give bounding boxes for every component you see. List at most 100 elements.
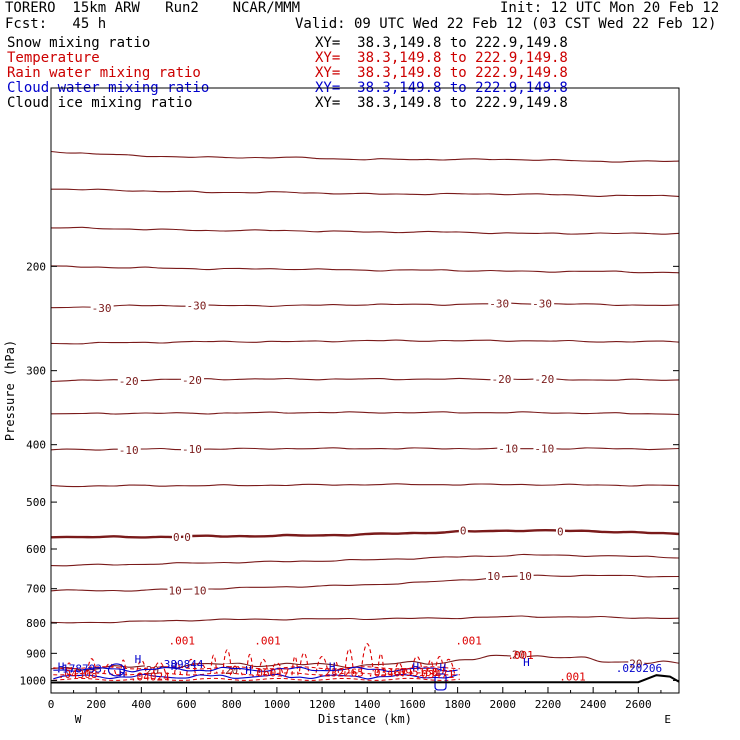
x-tick-label: 2000 (490, 698, 517, 711)
x-tick-label: 800 (222, 698, 242, 711)
y-tick-label: 1000 (20, 674, 47, 687)
isotherm-label: 0 (557, 525, 564, 538)
isotherm-label: 20 (146, 664, 159, 677)
cloud-label: H (58, 660, 65, 673)
isotherm-label-bg (497, 442, 521, 454)
isotherm-label: 20 (225, 664, 238, 677)
rain-contour (360, 643, 374, 672)
valid-time: Valid: 09 UTC Wed 22 Feb 12 (03 CST Wed … (295, 16, 717, 32)
x-tick-label: 1000 (264, 698, 291, 711)
cloud-label: .389844 (157, 658, 204, 671)
isotherm-label: -20 (492, 373, 512, 386)
rain-label: .001 (559, 670, 586, 683)
isotherm-label-bg (517, 569, 534, 581)
rain-contour (344, 648, 355, 676)
isotherm-label: 0 (184, 531, 191, 544)
isotherm-label-bg (90, 301, 114, 313)
cloud-label: H (440, 661, 447, 674)
isotherm-label: -30 (489, 297, 509, 310)
isotherm-label-bg (171, 531, 181, 543)
legend-xy-4: XY= 38.3,149.8 to 222.9,149.8 (315, 95, 568, 111)
isotherm-label: 10 (193, 585, 206, 598)
isotherm-label-bg (488, 297, 512, 309)
x-tick-label: 2600 (625, 698, 652, 711)
rain-contour (222, 649, 233, 674)
isotherm-label-bg (192, 584, 209, 596)
isotherm--25 (50, 339, 680, 345)
isotherm-label-bg (510, 648, 527, 660)
x-tick-label: 600 (177, 698, 197, 711)
init-time: Init: 12 UTC Mon 20 Feb 12 (500, 0, 720, 16)
rain-band (53, 672, 460, 676)
plot-frame (50, 87, 680, 694)
isotherm--5 (50, 483, 680, 488)
isotherm-label-bg (531, 297, 555, 309)
isotherm-15 (50, 615, 680, 624)
isotherm-label: -10 (182, 443, 202, 456)
terrain-surface (50, 674, 680, 684)
y-tick-label: 500 (26, 496, 46, 509)
rain-band (53, 677, 460, 681)
isotherm-label-bg (533, 373, 557, 385)
cloud-label: H (523, 656, 530, 669)
isotherm-label: 20 (512, 648, 525, 661)
isotherm-label: 0 (173, 531, 180, 544)
isotherm-label-bg (181, 443, 205, 455)
x-tick-label: 0 (48, 698, 55, 711)
isotherm-label-bg (490, 373, 514, 385)
isotherm-10 (50, 574, 680, 592)
isotherm-label: -30 (187, 300, 207, 313)
cloud-label: .178793 (56, 663, 102, 676)
cloud-label: H (119, 667, 126, 680)
rain-contour (270, 662, 284, 675)
rain-label: .06017 (250, 667, 290, 680)
y-tick-label: 400 (26, 439, 46, 452)
cloud-label: H (171, 660, 178, 673)
rain-contour (410, 655, 424, 676)
rain-contour (434, 655, 445, 673)
x-end-label-east: E (664, 713, 671, 726)
x-tick-label: 1600 (399, 698, 426, 711)
isotherm-label-bg (533, 442, 557, 454)
cloud-label: H (135, 653, 142, 666)
isotherm-label: -10 (498, 443, 518, 456)
y-tick-label: 200 (26, 260, 46, 273)
rain-contour (246, 653, 254, 672)
y-tick-label: 800 (26, 617, 46, 630)
rain-label: .001 (507, 649, 533, 662)
rain-contour (173, 662, 182, 675)
isotherm--20 (50, 377, 680, 383)
x-tick-label: 1200 (309, 698, 336, 711)
isotherm-label-bg (628, 657, 645, 669)
rain-label: .03471 (415, 668, 455, 681)
y-tick-label: 700 (26, 583, 46, 596)
rain-label: .095158 (392, 666, 438, 679)
x-axis-label: Distance (km) (318, 712, 412, 726)
isotherm-label: -10 (534, 443, 554, 456)
legend-entry-2: Rain water mixing ratio (7, 65, 201, 81)
isotherm-label-bg (485, 569, 502, 581)
isotherm-label: 0 (460, 524, 467, 537)
isotherm-label: 10 (519, 570, 532, 583)
isotherm-label-bg (458, 524, 468, 536)
rain-contour (291, 655, 299, 676)
rain-contour (229, 665, 243, 676)
isotherm-label-bg (117, 443, 141, 455)
legend-entry-0: Snow mixing ratio (7, 35, 151, 51)
legend-entry-4: Cloud ice mixing ratio (7, 95, 193, 111)
x-end-label-west: W (75, 713, 82, 726)
isotherm-label-bg (556, 525, 566, 537)
isotherm--10 (50, 447, 680, 451)
isotherm-label-bg (167, 584, 184, 596)
cloud-contour (53, 673, 458, 680)
rain-contour (119, 659, 127, 676)
cloud-label: .020206 (616, 662, 662, 675)
isotherm-label: -20 (119, 375, 139, 388)
y-tick-label: 300 (26, 365, 46, 378)
rain-label: .001 (455, 635, 482, 648)
x-tick-label: 200 (86, 698, 106, 711)
rain-contour (315, 655, 329, 673)
isotherm-label: 10 (168, 585, 181, 598)
isotherm-label-bg (183, 531, 193, 543)
